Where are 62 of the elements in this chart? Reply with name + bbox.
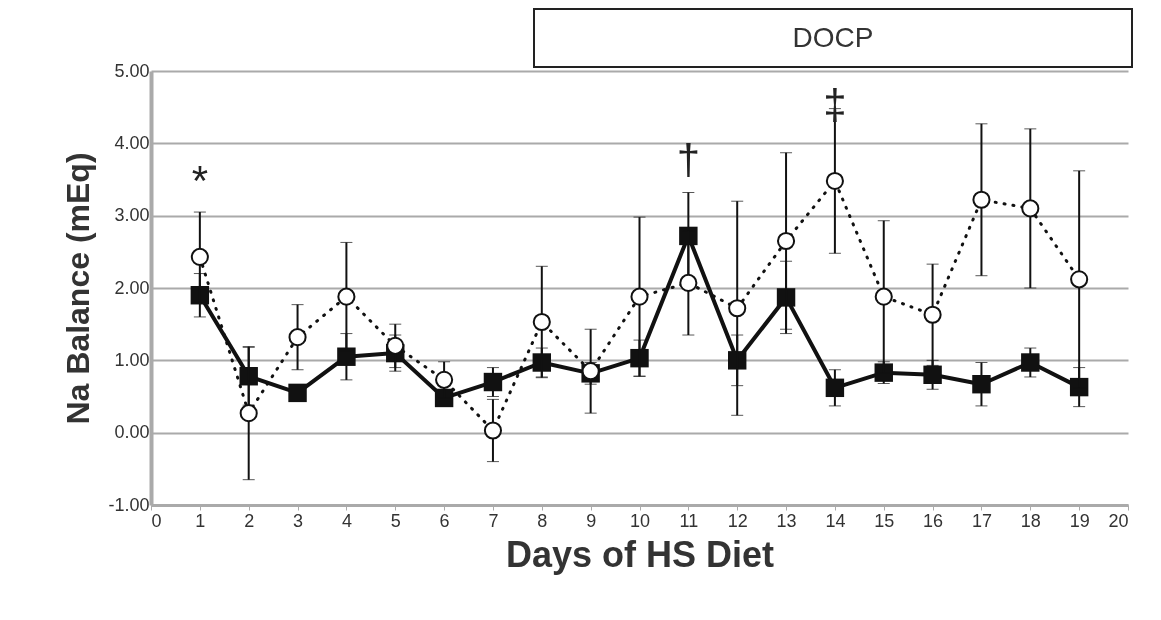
point [776, 231, 796, 251]
point [923, 365, 942, 385]
point [728, 299, 747, 318]
x-tick-label: 2 [244, 510, 255, 531]
point [630, 287, 649, 306]
point [1021, 199, 1040, 218]
point [972, 374, 991, 394]
x-tick-label: 13 [776, 510, 797, 531]
y-tick-label: 5.00 [114, 60, 150, 81]
x-tick-label: 19 [1069, 510, 1090, 531]
x-tick-label: 8 [537, 510, 548, 531]
point [1021, 353, 1040, 372]
point [434, 388, 454, 408]
x-tick-label: 20 [1108, 510, 1129, 531]
point [483, 372, 503, 392]
point [874, 287, 893, 306]
x-tick-label: 17 [971, 510, 992, 531]
x-tick-label: 5 [390, 510, 401, 531]
x-tick-label: 7 [488, 510, 499, 531]
x-tick-label: 14 [825, 510, 846, 531]
point [288, 383, 307, 403]
point [532, 312, 551, 332]
annotation: † [676, 135, 701, 183]
point [386, 336, 405, 355]
point [239, 404, 258, 423]
x-tick-label: 9 [586, 510, 597, 531]
point [825, 171, 844, 190]
x-tick-label: 16 [923, 510, 944, 531]
x-tick-label: 4 [341, 510, 352, 531]
x-tick-label: 3 [293, 510, 304, 531]
label-box: DOCP [533, 8, 1133, 68]
point [1070, 270, 1089, 289]
x-tick-label: 12 [727, 510, 748, 531]
x-tick-label: 11 [679, 510, 699, 531]
point [679, 273, 698, 292]
x-tick-label: 15 [874, 510, 895, 531]
y-tick-label: 1.00 [114, 349, 150, 370]
y-tick-label: 0.00 [114, 422, 150, 443]
x-tick-label: 18 [1020, 510, 1041, 531]
point [630, 348, 649, 368]
point [825, 378, 845, 398]
point [923, 305, 942, 324]
annotation: * [191, 156, 209, 204]
y-tick-label: 2.00 [114, 277, 150, 298]
point [1069, 377, 1089, 397]
y-tick-label: 3.00 [114, 205, 150, 226]
point [483, 421, 503, 440]
point [190, 247, 209, 266]
y-tick-label: 4.00 [114, 132, 150, 153]
x-tick-label: 6 [439, 510, 450, 531]
x-tick-label: 1 [195, 510, 206, 531]
point [337, 287, 356, 306]
point [288, 328, 307, 347]
point [972, 190, 991, 209]
point [679, 226, 698, 246]
point [435, 370, 454, 389]
x-tick-label: 0 [151, 510, 162, 531]
y-tick-label: -1.00 [108, 494, 150, 515]
point [337, 347, 356, 366]
y-axis-title: Na Balance (mEq) [60, 152, 97, 425]
x-axis-title: Days of HS Diet [505, 533, 775, 575]
x-tick-label: 10 [629, 510, 651, 531]
